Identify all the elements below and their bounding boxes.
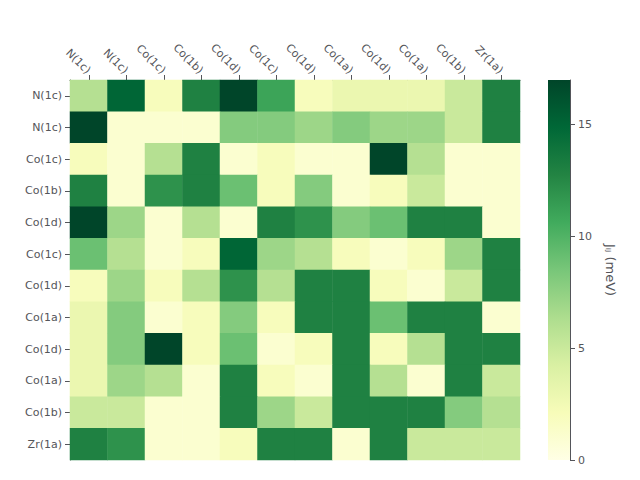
svg-text:Co(1a): Co(1a) <box>321 41 356 76</box>
svg-text:Zr(1a): Zr(1a) <box>472 43 505 76</box>
svg-text:10: 10 <box>578 230 592 243</box>
svg-text:Zr(1a): Zr(1a) <box>28 438 62 451</box>
svg-text:15: 15 <box>578 118 592 131</box>
svg-text:Co(1d): Co(1d) <box>25 216 62 229</box>
svg-text:0: 0 <box>578 454 585 467</box>
svg-text:Co(1a): Co(1a) <box>25 374 62 387</box>
svg-text:Co(1b): Co(1b) <box>25 184 62 197</box>
svg-text:Co(1c): Co(1c) <box>246 42 281 77</box>
svg-text:Co(1c): Co(1c) <box>26 248 62 261</box>
svg-text:Co(1b): Co(1b) <box>25 406 62 419</box>
svg-text:Co(1d): Co(1d) <box>283 41 318 76</box>
svg-text:N(1c): N(1c) <box>32 89 62 102</box>
svg-text:Co(1a): Co(1a) <box>396 41 431 76</box>
svg-text:Co(1d): Co(1d) <box>25 279 62 292</box>
svg-text:Co(1d): Co(1d) <box>208 41 243 76</box>
svg-text:N(1c): N(1c) <box>63 46 93 76</box>
svg-text:N(1c): N(1c) <box>101 46 131 76</box>
svg-text:5: 5 <box>578 342 585 355</box>
svg-text:N(1c): N(1c) <box>32 121 62 134</box>
svg-text:Co(1c): Co(1c) <box>26 153 62 166</box>
svg-text:Co(1c): Co(1c) <box>134 42 169 77</box>
svg-text:Co(1b): Co(1b) <box>433 41 468 76</box>
svg-text:Co(1a): Co(1a) <box>25 311 62 324</box>
svg-text:Co(1d): Co(1d) <box>358 41 393 76</box>
svg-text:Jᵢⱼ (meV): Jᵢⱼ (meV) <box>603 243 618 296</box>
svg-text:Co(1d): Co(1d) <box>25 343 62 356</box>
svg-text:Co(1b): Co(1b) <box>171 41 206 76</box>
